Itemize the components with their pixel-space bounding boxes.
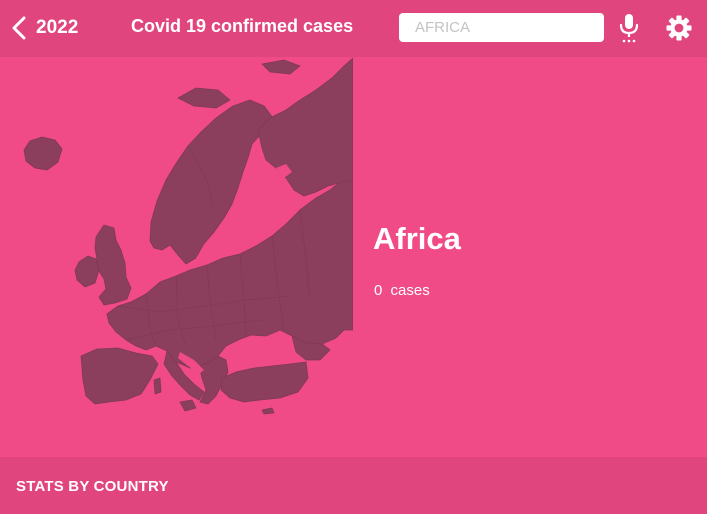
top-bar: 2022 Covid 19 confirmed cases [0, 0, 707, 57]
back-button[interactable]: 2022 [12, 10, 78, 46]
case-count: 0 cases [374, 282, 430, 299]
page-title: Covid 19 confirmed cases [131, 16, 354, 36]
case-count-unit: cases [390, 282, 430, 299]
back-label: 2022 [36, 17, 79, 38]
europe-map [23, 57, 353, 415]
stats-by-country-button[interactable]: STATS BY COUNTRY [0, 457, 707, 514]
search-input[interactable] [399, 13, 604, 42]
chevron-left-icon [12, 16, 26, 40]
gear-icon[interactable] [664, 13, 694, 43]
microphone-icon[interactable] [616, 12, 642, 44]
region-name: Africa [373, 221, 461, 256]
stats-by-country-label: STATS BY COUNTRY [16, 478, 169, 495]
case-count-value: 0 [374, 282, 383, 299]
